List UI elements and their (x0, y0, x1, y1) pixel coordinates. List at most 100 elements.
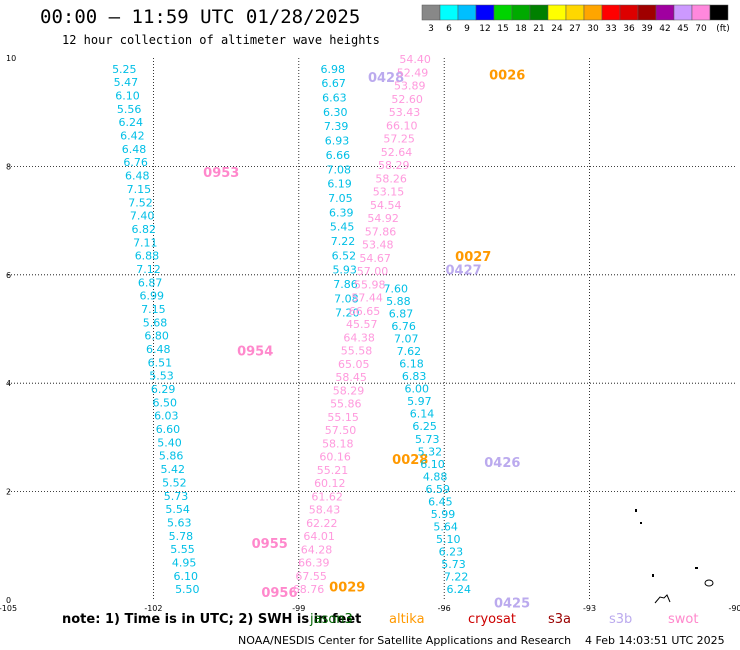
wave-height-value: 7.39 (324, 120, 349, 133)
wave-height-value: 53.43 (389, 106, 421, 119)
wave-height-value: 5.73 (164, 490, 189, 503)
colorbar-label: 15 (497, 24, 508, 34)
wave-height-value: 5.63 (167, 516, 192, 529)
colorbar-swatch (529, 4, 549, 21)
note-text: note: 1) Time is in UTC; 2) SWH is in fe… (62, 612, 362, 627)
track-swot: 6.986.676.636.307.396.936.667.086.197.05… (320, 63, 404, 320)
colorbar-swatch (439, 4, 459, 21)
wave-height-value: 57.25 (383, 133, 415, 146)
wave-height-value: 7.05 (328, 192, 353, 205)
satellite-legend-s3a: s3a (548, 612, 572, 627)
wave-height-value: 5.42 (161, 463, 186, 476)
wave-height-value: 5.52 (162, 476, 187, 489)
colorbar-swatch (565, 4, 585, 21)
wave-height-value: 6.29 (151, 383, 176, 396)
colorbar-label: 30 (587, 24, 599, 34)
wave-height-value: 7.60 (383, 282, 408, 295)
colorbar-swatch (637, 4, 657, 21)
colorbar-swatch (493, 4, 513, 21)
wave-height-value: 60.16 (319, 451, 351, 464)
satellite-legend-altika: altika (389, 612, 425, 627)
wave-height-value: 5.68 (143, 316, 168, 329)
colorbar-label: 36 (623, 24, 635, 34)
wave-height-value: 58.29 (378, 159, 410, 172)
colorbar-label: 18 (515, 24, 527, 34)
page-subtitle: 12 hour collection of altimeter wave hei… (62, 33, 380, 47)
colorbar-label: 24 (551, 24, 563, 34)
colorbar-label: 21 (533, 24, 544, 34)
wave-height-value: 6.98 (320, 63, 345, 76)
wave-height-value: 6.67 (321, 77, 346, 90)
track-s3b: 7.605.886.876.767.077.626.186.836.005.97… (383, 263, 530, 611)
wave-height-value: 4.95 (172, 556, 197, 569)
wave-height-value: 4.88 (423, 470, 448, 483)
track-altika: 54.4052.4953.8952.6053.4366.1057.2552.64… (293, 53, 526, 596)
colorbar-swatch (655, 4, 675, 21)
wave-height-value: 52.49 (397, 66, 429, 79)
wave-height-value: 57.44 (351, 292, 383, 305)
footer-timestamp: 4 Feb 14:03:51 UTC 2025 (585, 634, 725, 647)
wave-height-value: 58.45 (335, 371, 367, 384)
wave-height-value: 53.48 (362, 239, 394, 252)
colorbar-label: 9 (464, 24, 470, 34)
page-title: 00:00 — 11:59 UTC 01/28/2025 (40, 6, 361, 28)
wave-height-value: 5.86 (159, 450, 184, 463)
wave-height-value: 66.10 (386, 119, 418, 132)
wave-height-value: 6.48 (146, 343, 171, 356)
pass-number-label: 0954 (237, 345, 273, 360)
wave-height-value: 62.22 (306, 517, 338, 530)
wave-height-value: 7.11 (133, 236, 158, 249)
wave-height-value: 6.87 (138, 276, 163, 289)
wave-height-value: 7.22 (331, 235, 356, 248)
wave-height-value: 7.86 (333, 278, 358, 291)
wave-height-value: 5.88 (386, 295, 411, 308)
wave-height-value: 6.39 (329, 206, 354, 219)
wave-height-value: 6.42 (120, 130, 145, 143)
wave-height-value: 7.07 (394, 332, 419, 345)
wave-height-value: 6.88 (135, 250, 160, 263)
colorbar-label: 6 (446, 24, 452, 34)
wave-height-value: 5.10 (436, 533, 461, 546)
wave-height-value: 6.03 (154, 410, 179, 423)
wave-height-value: 6.48 (122, 143, 147, 156)
colorbar-label: 42 (659, 24, 670, 34)
wave-height-value: 64.38 (343, 331, 375, 344)
pass-number-label: 0028 (392, 453, 428, 468)
wave-height-value: 54.54 (370, 199, 402, 212)
pass-number-label: 0029 (329, 580, 365, 595)
wave-height-value: 64.28 (301, 543, 333, 556)
wave-height-value: 6.30 (323, 106, 348, 119)
wave-height-value: 54.92 (367, 212, 399, 225)
colorbar-swatch (601, 4, 621, 21)
pass-number-label: 0427 (445, 263, 481, 278)
pass-number-label: 0955 (252, 537, 288, 552)
wave-height-value: 6.10 (173, 570, 198, 583)
x-tick-label: -99 (292, 604, 305, 613)
wave-height-value: 6.87 (389, 307, 414, 320)
wave-height-value: 55.86 (330, 398, 362, 411)
colorbar-label: 70 (695, 24, 707, 34)
wave-height-value: 6.10 (115, 90, 140, 103)
wave-height-value: 6.99 (140, 290, 165, 303)
wave-height-value: 52.60 (391, 93, 423, 106)
colorbar-swatch (421, 4, 441, 21)
wave-height-value: 5.55 (170, 543, 195, 556)
colorbar-swatch (673, 4, 693, 21)
wave-height-value: 6.25 (412, 420, 437, 433)
x-tick-label: -96 (438, 604, 451, 613)
y-tick-label: 6 (6, 271, 11, 280)
satellite-legend-s3b: s3b (609, 612, 633, 627)
wave-height-value: 57.00 (357, 265, 389, 278)
wave-height-value: 58.26 (375, 172, 407, 185)
pass-number-label: 0956 (261, 586, 297, 601)
wave-height-value: 5.32 (418, 445, 443, 458)
x-tick-label: -105 (0, 604, 17, 613)
wave-height-value: 54.67 (359, 252, 391, 265)
colorbar-label: (ft) (716, 24, 730, 34)
wave-height-value: 6.59 (425, 483, 450, 496)
colorbar-swatch (547, 4, 567, 21)
wave-height-value: 5.47 (114, 76, 139, 89)
wave-height-value: 6.14 (410, 408, 435, 421)
wave-height-value: 66.65 (349, 305, 381, 318)
